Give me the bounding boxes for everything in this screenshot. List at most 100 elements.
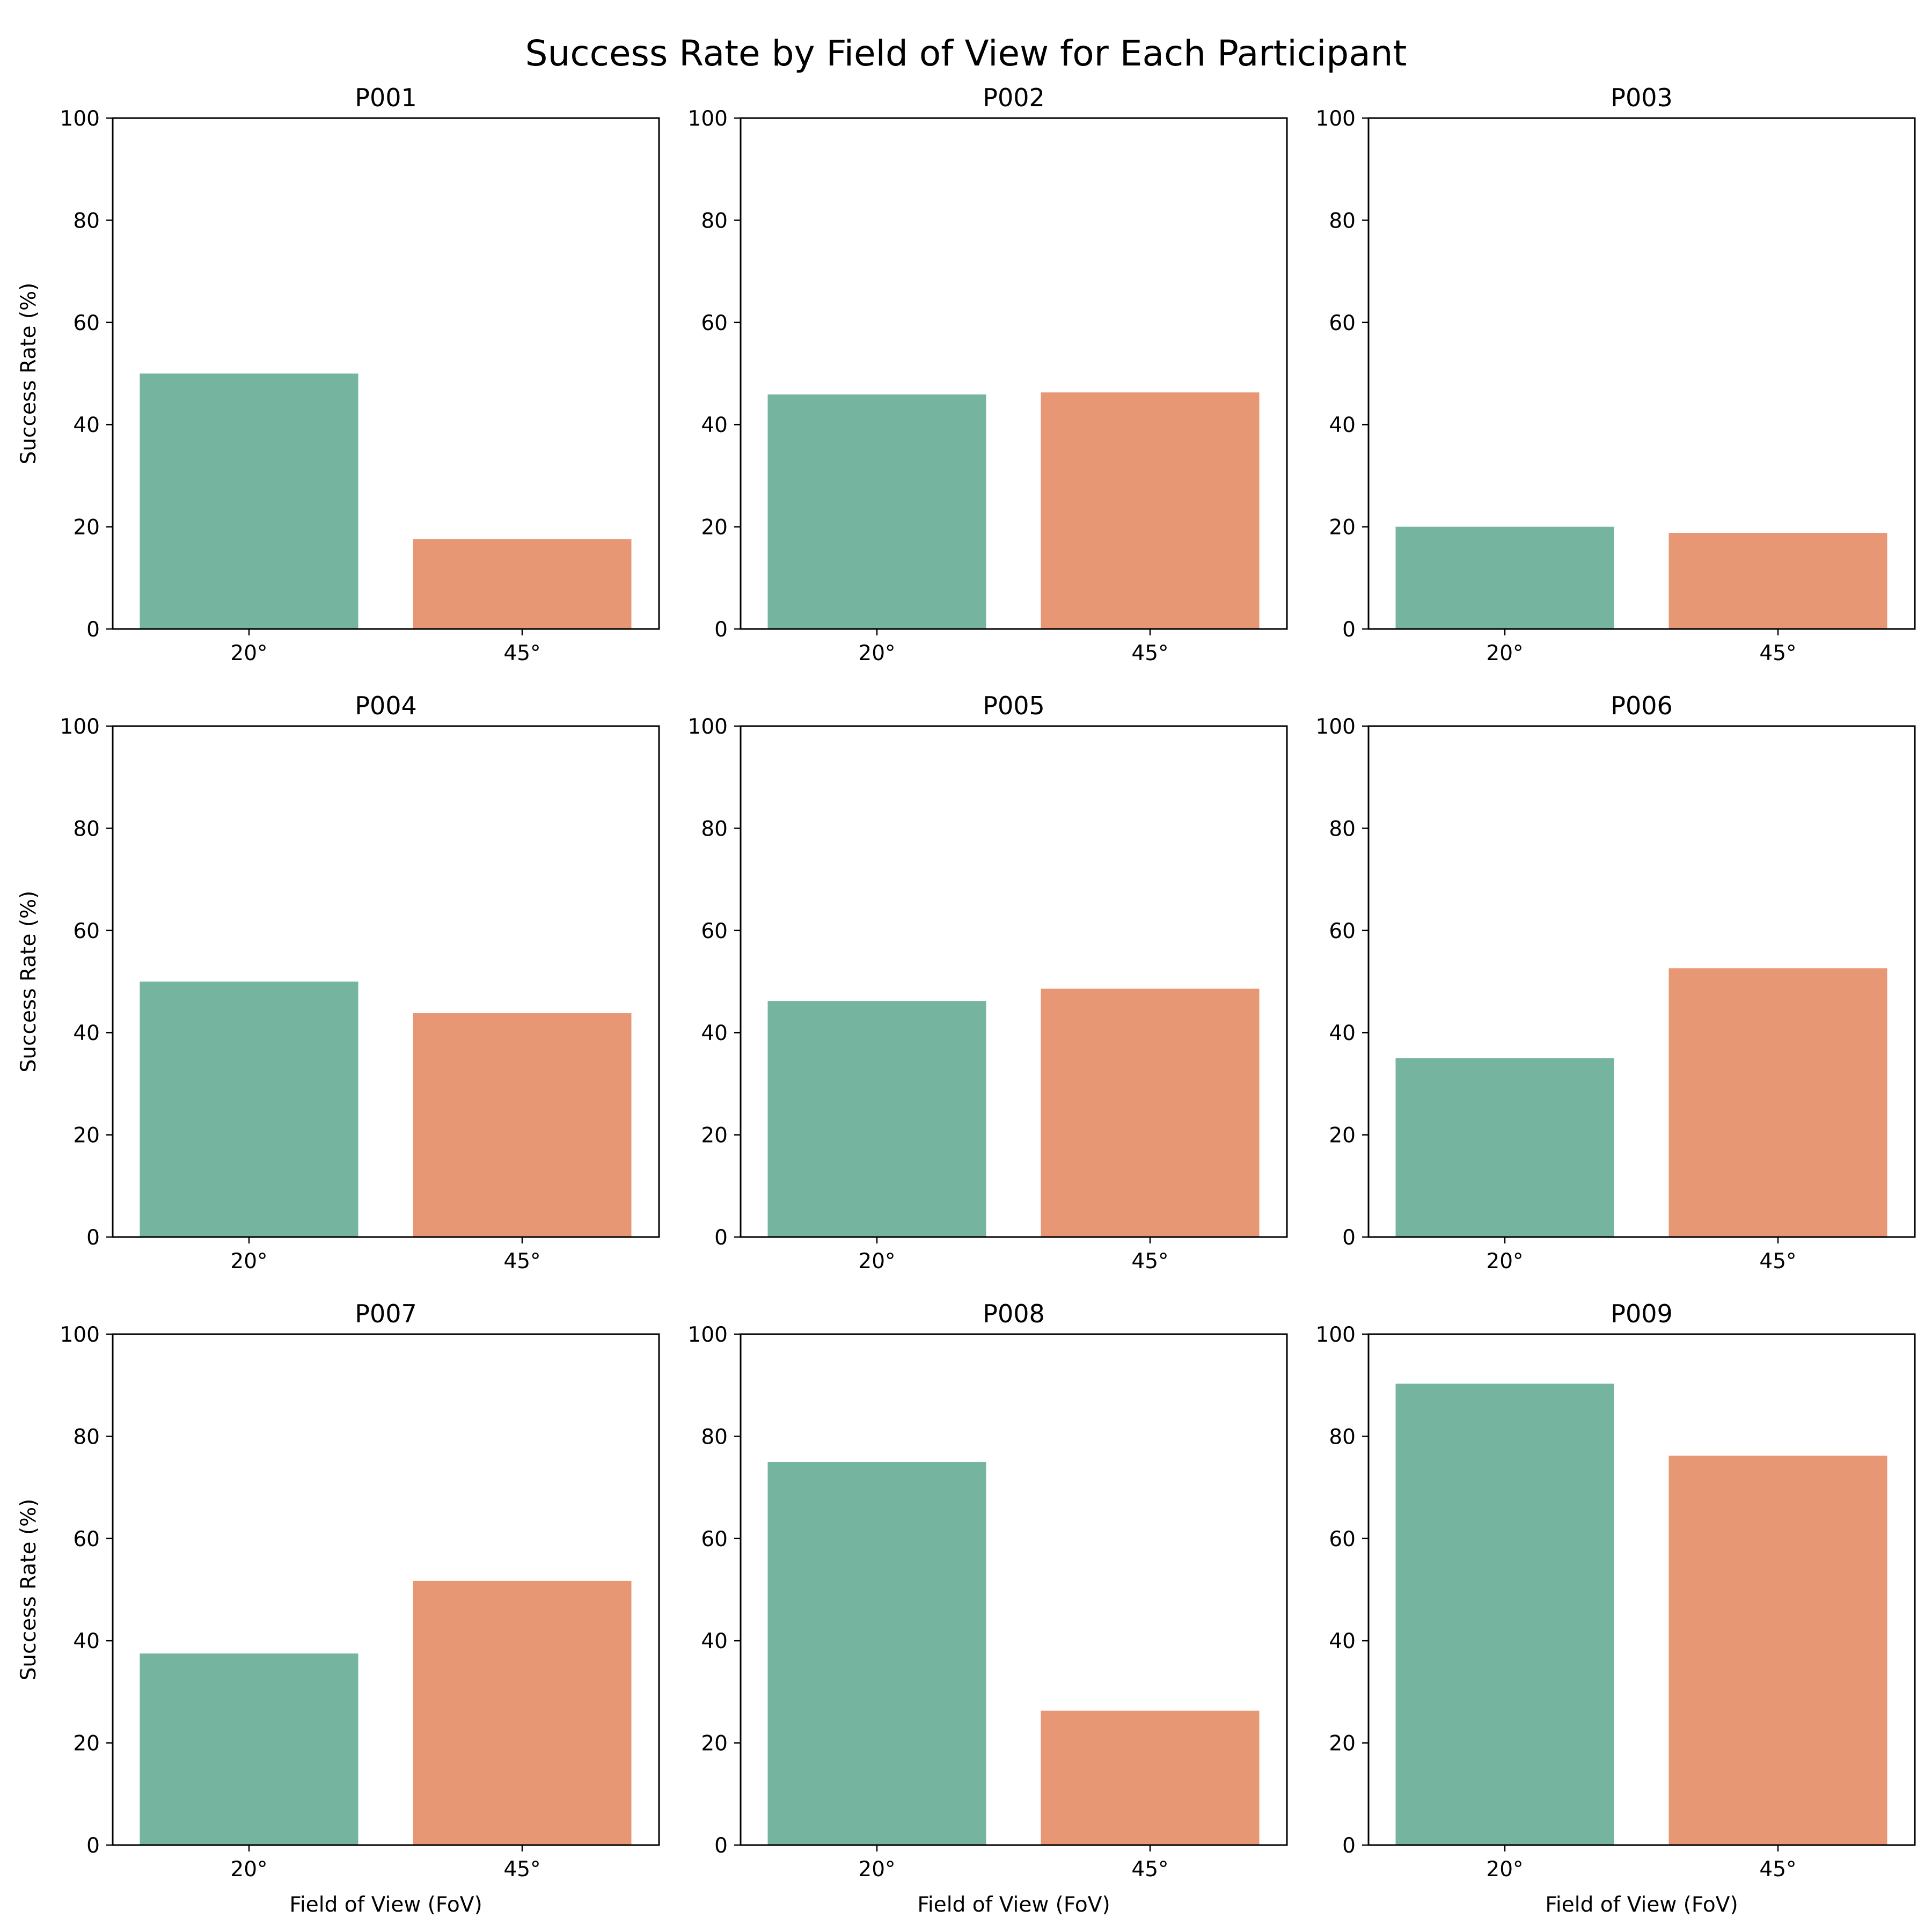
y-tick-label: 0 xyxy=(1342,1834,1356,1858)
y-tick-label: 40 xyxy=(73,1021,100,1045)
y-tick-label: 100 xyxy=(60,1323,100,1347)
y-tick-label: 100 xyxy=(1316,107,1356,131)
bar-20-deg xyxy=(767,1001,986,1237)
bar-45-deg xyxy=(1041,392,1260,629)
y-tick-label: 100 xyxy=(688,715,728,739)
x-tick-label: 20° xyxy=(1486,1249,1523,1274)
x-tick-label: 45° xyxy=(503,641,540,665)
axes-frame xyxy=(112,117,660,630)
panel-title: P002 xyxy=(983,83,1045,112)
panel-p003: P003 0 20 40 60 80 100 20° 45° xyxy=(1316,83,1916,665)
x-axis-label: Field of View (FoV) xyxy=(1545,1893,1738,1917)
x-tick-label: 45° xyxy=(1759,1857,1796,1882)
x-tick-label: 45° xyxy=(1759,641,1796,665)
x-tick-label: 45° xyxy=(503,1857,540,1882)
panel-title: P006 xyxy=(1611,691,1673,720)
y-tick-label: 40 xyxy=(73,1629,100,1653)
bar-45-deg xyxy=(1041,989,1260,1237)
x-tick-label: 20° xyxy=(858,1249,895,1274)
y-tick-label: 20 xyxy=(73,1124,100,1148)
bar-45-deg xyxy=(1668,968,1887,1237)
x-tick-label: 45° xyxy=(503,1249,540,1274)
y-tick-label: 0 xyxy=(86,618,100,642)
y-tick-label: 80 xyxy=(73,817,100,841)
bar-20-deg xyxy=(767,1462,986,1845)
y-tick-label: 100 xyxy=(60,715,100,739)
y-tick-label: 0 xyxy=(86,1226,100,1250)
panel-p005: P005 0 20 40 60 80 100 20° 45° xyxy=(688,691,1288,1274)
panel-title: P009 xyxy=(1611,1299,1673,1328)
y-tick-label: 80 xyxy=(73,209,100,233)
y-tick-label: 40 xyxy=(1329,1021,1356,1045)
x-tick-label: 20° xyxy=(230,1249,267,1274)
y-tick-label: 80 xyxy=(1329,209,1356,233)
axes-frame xyxy=(1367,725,1916,1238)
axes-frame xyxy=(112,725,660,1238)
y-tick-label: 0 xyxy=(1342,618,1356,642)
y-tick-label: 40 xyxy=(701,413,728,437)
panel-title: P001 xyxy=(355,83,417,112)
x-tick-label: 45° xyxy=(1131,1249,1168,1274)
bar-45-deg xyxy=(413,1013,632,1237)
y-tick-label: 60 xyxy=(73,311,100,335)
x-tick-label: 20° xyxy=(858,641,895,665)
y-tick-label: 80 xyxy=(701,817,728,841)
x-tick-label: 45° xyxy=(1759,1249,1796,1274)
y-tick-label: 40 xyxy=(701,1629,728,1653)
y-tick-label: 60 xyxy=(73,1527,100,1552)
y-axis-label: Success Rate (%) xyxy=(17,891,41,1073)
y-tick-label: 60 xyxy=(701,311,728,335)
bar-45-deg xyxy=(1041,1710,1260,1845)
panel-p007: P007 0 20 40 60 80 100 20° 45° Success Rate (%) Fi… xyxy=(17,1299,660,1917)
bar-20-deg xyxy=(1395,1384,1614,1845)
y-tick-label: 80 xyxy=(701,1425,728,1449)
axes-frame xyxy=(740,725,1288,1238)
y-tick-label: 60 xyxy=(73,919,100,943)
y-tick-label: 20 xyxy=(701,1732,728,1756)
bar-20-deg xyxy=(140,1653,358,1845)
bar-20-deg xyxy=(1395,526,1614,629)
x-axis-label: Field of View (FoV) xyxy=(917,1893,1110,1917)
y-tick-label: 100 xyxy=(688,107,728,131)
x-tick-label: 20° xyxy=(1486,1857,1523,1882)
y-tick-label: 40 xyxy=(73,413,100,437)
y-tick-label: 100 xyxy=(60,107,100,131)
y-tick-label: 40 xyxy=(1329,1629,1356,1653)
bar-20-deg xyxy=(140,374,358,629)
y-tick-label: 60 xyxy=(1329,1527,1356,1552)
y-tick-label: 80 xyxy=(1329,817,1356,841)
x-axis-label: Field of View (FoV) xyxy=(289,1893,482,1917)
y-tick-label: 20 xyxy=(701,1124,728,1148)
y-tick-label: 20 xyxy=(1329,516,1356,540)
bar-20-deg xyxy=(1395,1058,1614,1237)
panel-p001: P001 0 20 40 60 80 100 20° 45° Success Rate (%) xyxy=(17,83,660,665)
y-tick-label: 20 xyxy=(701,516,728,540)
bar-20-deg xyxy=(140,982,358,1237)
y-tick-label: 0 xyxy=(714,618,728,642)
axes-frame xyxy=(740,117,1288,630)
panel-p004: P004 0 20 40 60 80 100 20° 45° Success Rate (%) xyxy=(17,691,660,1274)
x-tick-label: 20° xyxy=(230,641,267,665)
panel-title: P007 xyxy=(355,1299,417,1328)
bar-20-deg xyxy=(767,394,986,629)
y-tick-label: 80 xyxy=(1329,1425,1356,1449)
y-tick-label: 20 xyxy=(1329,1124,1356,1148)
x-tick-label: 20° xyxy=(230,1857,267,1882)
y-tick-label: 0 xyxy=(714,1834,728,1858)
x-tick-label: 20° xyxy=(1486,641,1523,665)
axes-frame xyxy=(1367,117,1916,630)
panel-p008: P008 0 20 40 60 80 100 20° 45° Field of View (FoV… xyxy=(688,1299,1288,1917)
y-tick-label: 0 xyxy=(86,1834,100,1858)
y-tick-label: 60 xyxy=(1329,311,1356,335)
y-tick-label: 60 xyxy=(701,1527,728,1552)
y-tick-label: 0 xyxy=(714,1226,728,1250)
axes-frame xyxy=(740,1333,1288,1846)
y-tick-label: 20 xyxy=(1329,1732,1356,1756)
bar-45-deg xyxy=(1668,533,1887,629)
x-tick-label: 20° xyxy=(858,1857,895,1882)
bar-45-deg xyxy=(413,1580,632,1845)
panels-grid: P001 0 20 40 60 80 100 20° 45° Success Rate (%) P0… xyxy=(17,83,1916,1917)
x-tick-label: 45° xyxy=(1131,1857,1168,1882)
y-tick-label: 20 xyxy=(73,1732,100,1756)
